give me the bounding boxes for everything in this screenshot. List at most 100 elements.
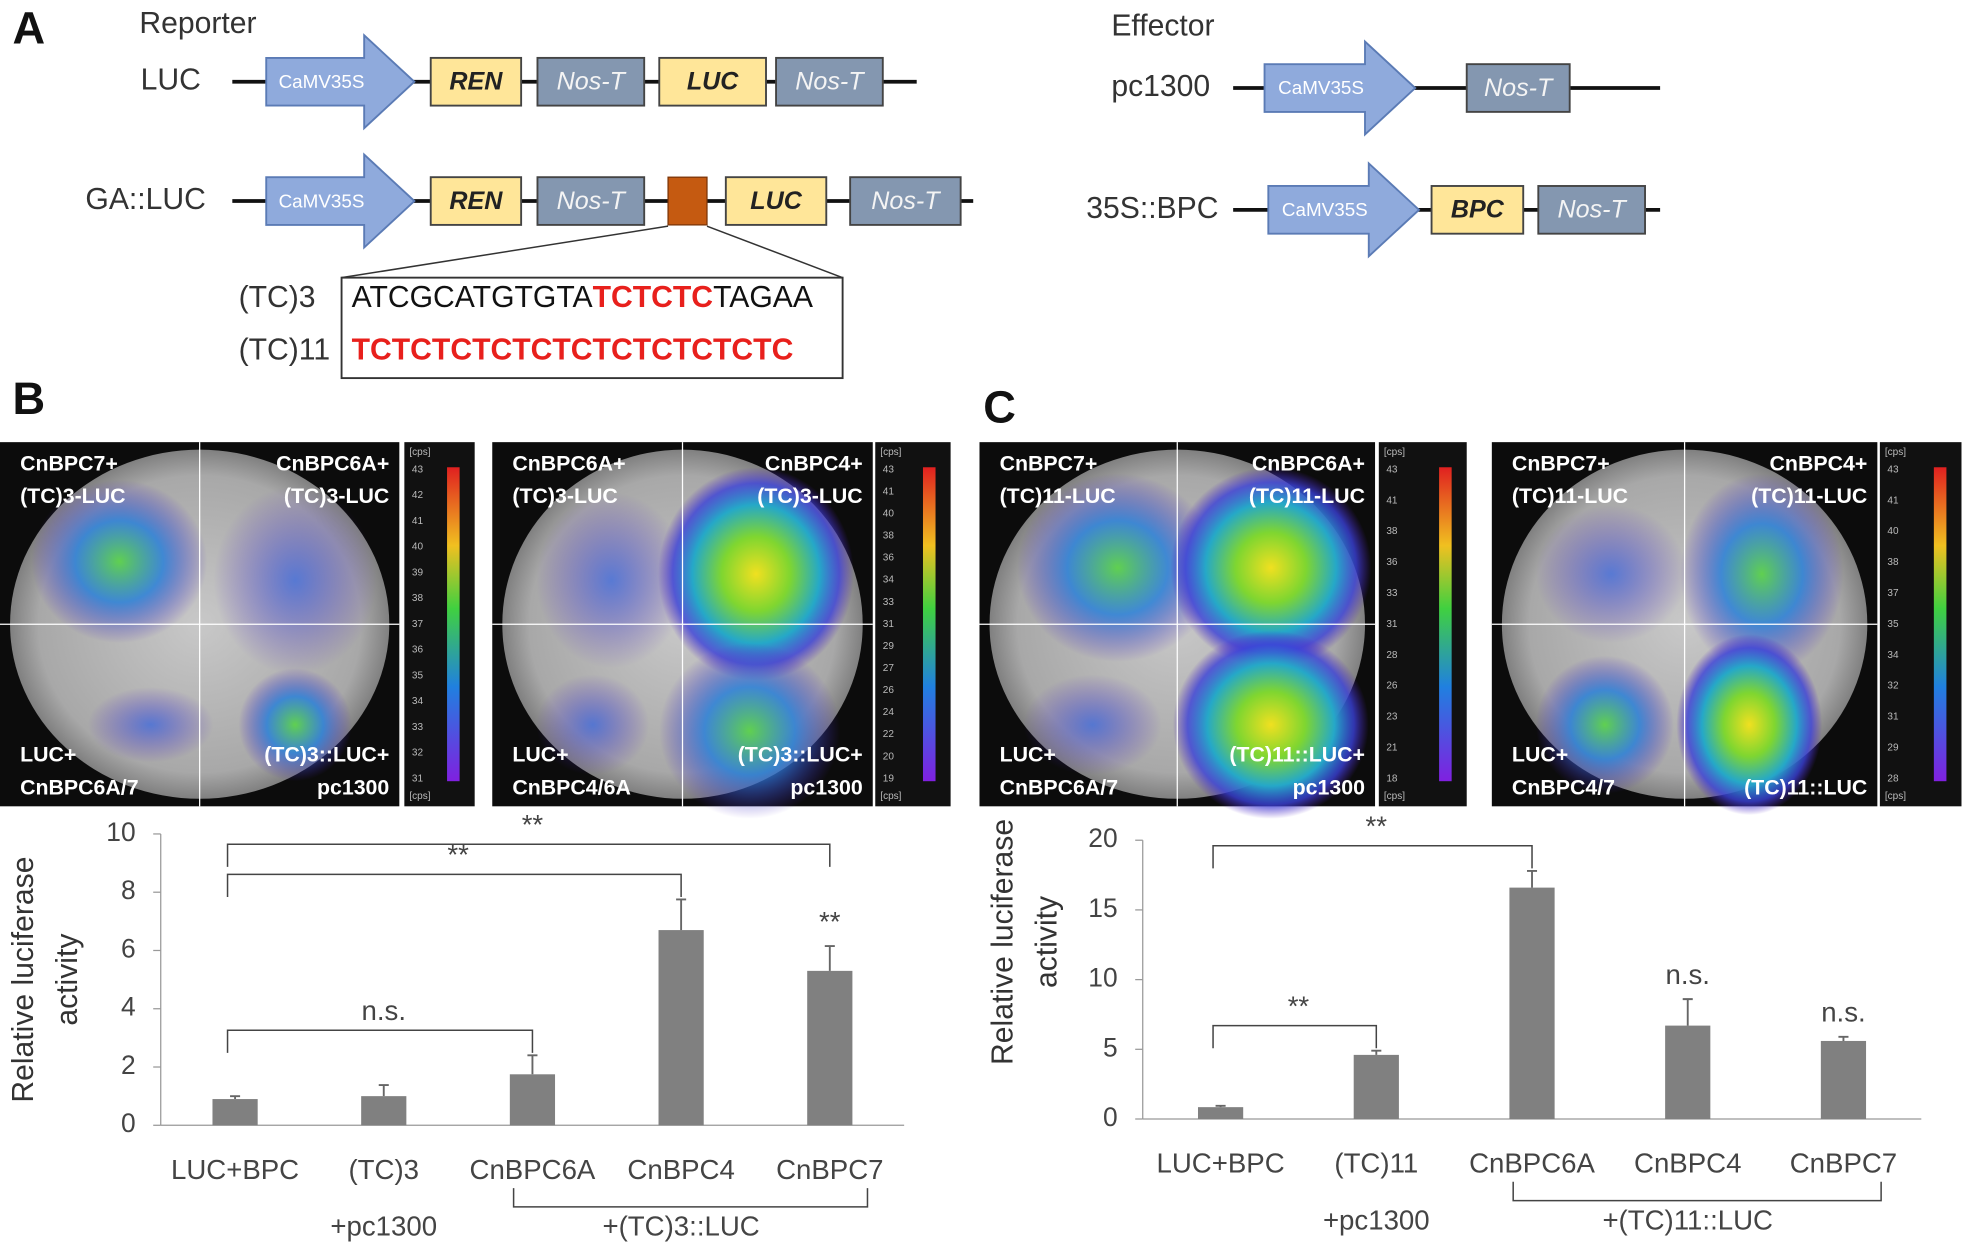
sample-label: (TC)11::LUC [1744,775,1867,799]
colorbar-tick: 40 [412,542,424,553]
sample-label: (TC)3::LUC+ [264,743,389,767]
y-axis-label: activity [51,934,84,1026]
colorbar-gradient [1933,467,1947,782]
error-bar [230,1095,241,1100]
colorbar-tick: 39 [412,567,424,578]
sequence-box [340,276,844,380]
colorbar-gradient [1439,467,1452,782]
significance-label: ** [819,906,841,937]
sample-label: CnBPC6A/7 [20,775,139,799]
construct-name: GA::LUC [85,183,206,216]
colorbar-tick: 36 [1386,557,1398,568]
sample-label: CnBPC4/6A [512,775,631,799]
colorbar-unit: [cps] [1885,447,1906,458]
colorbar-tick: 23 [1386,712,1398,723]
sample-label: pc1300 [790,775,862,799]
colorbar-tick: 22 [883,729,895,740]
colorbar-tick: 29 [1887,742,1899,753]
bar [509,1074,556,1126]
x-tick-label: LUC+BPC [1157,1148,1285,1179]
x-tick-label: (TC)3 [348,1154,419,1185]
colorbar-tick: 21 [1386,742,1398,753]
significance-label: ** [1366,810,1388,841]
bar [1509,887,1555,1119]
x-tick-label: CnBPC7 [776,1154,883,1185]
y-tick-label: 4 [121,992,136,1022]
colorbar-tick: 42 [412,490,424,501]
colorbar-tick: 29 [883,641,895,652]
colorbar-tick: 27 [883,663,895,674]
colorbar-tick: 32 [1887,681,1899,692]
promoter-arrow [265,33,416,131]
promoter-label: CaMV35S [1282,199,1368,220]
promoter-arrow [1267,161,1421,259]
error-bar [1526,869,1538,888]
sample-label: (TC)11-LUC [1751,484,1867,508]
sample-label: LUC+ [20,743,76,767]
colorbar-tick: 43 [883,464,895,475]
gene-label: LUC [750,187,802,215]
sequence-segment: TCTCTCTCTCTCTCTCTCTCTC [352,334,794,367]
gene [1430,185,1525,235]
zoom-line [341,225,669,279]
colorbar-tick: 31 [1887,712,1899,723]
colorbar-tick: 20 [883,751,895,762]
colorbar-tick: 34 [883,575,895,586]
luminescence [1535,504,1687,644]
terminator [849,176,962,226]
sample-label: CnBPC6A+ [1252,451,1365,475]
colorbar-tick: 26 [1386,681,1398,692]
colorbar-background [875,442,951,807]
gene-label: BPC [1451,196,1505,224]
sample-label: (TC)3-LUC [512,484,617,508]
terminator [536,56,646,107]
y-tick-label: 2 [121,1050,136,1080]
error-bar [676,898,687,931]
colorbar-tick: 43 [412,464,424,475]
y-axis-label: Relative luciferase [7,857,40,1103]
colorbar-unit: [cps] [409,791,430,802]
colorbar-unit: [cps] [880,447,901,458]
colorbar-tick: 36 [412,645,424,656]
panel-label: B [13,373,46,424]
sample-label: LUC+ [512,743,568,767]
terminator [775,56,884,107]
colorbar-tick: 33 [883,597,895,608]
colorbar-gradient [447,467,460,782]
bar [658,930,704,1126]
luminescence [1676,634,1823,816]
promoter-label: CaMV35S [1278,77,1364,98]
colorbar-tick: 37 [1887,588,1899,599]
luminescence [658,467,854,681]
colorbar-tick: 41 [1386,495,1398,506]
group-label: +(TC)3::LUC [602,1211,759,1242]
sample-label: CnBPC6A/7 [1000,775,1119,799]
colorbar-tick: 37 [412,619,424,630]
sample-label: CnBPC4+ [765,451,863,475]
sample-label: CnBPC6A+ [276,451,389,475]
colorbar-tick: 35 [1887,619,1899,630]
gene [658,56,767,107]
colorbar-tick: 32 [412,748,424,759]
zoom-line [706,225,843,279]
panel-label: A [13,2,46,53]
sample-label: (TC)11-LUC [1512,484,1628,508]
x-tick-label: CnBPC4 [1634,1148,1741,1179]
sample-label: CnBPC4/7 [1512,775,1615,799]
gene-label: LUC [687,68,739,96]
colorbar-tick: 38 [412,593,424,604]
y-tick-label: 8 [121,875,136,905]
colorbar-tick: 33 [1386,588,1398,599]
colorbar-tick: 24 [883,707,895,718]
y-tick-label: 6 [121,933,136,963]
colorbar-tick: 31 [883,619,895,630]
promoter-arrow [1263,39,1417,137]
y-tick-label: 10 [1088,963,1117,993]
luminescence [31,479,208,644]
colorbar-tick: 41 [1887,495,1899,506]
construct-name: 35S::BPC [1086,192,1218,225]
error-bar [527,1054,538,1075]
error-bar [1371,1049,1382,1055]
error-bar [378,1084,389,1097]
luminescence [238,668,352,782]
